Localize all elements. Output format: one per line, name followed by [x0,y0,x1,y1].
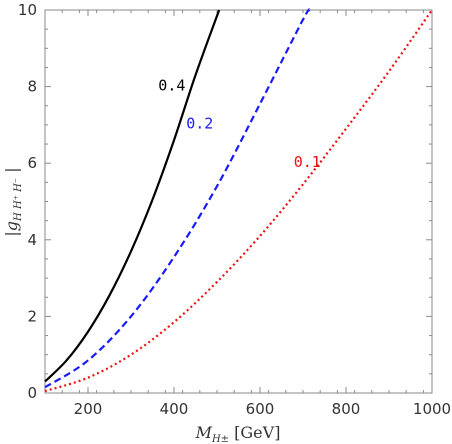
series-label-0.1: 0.1 [294,153,321,171]
y-axis-title: |gH H⁺ H⁻ | [2,167,24,236]
x-tick-label: 800 [332,400,361,418]
x-tick-label: 200 [74,400,103,418]
series-label-0.4: 0.4 [158,76,185,94]
series-label-0.2: 0.2 [186,115,213,133]
y-tick-label: 4 [27,231,37,249]
series-line-0.1 [44,9,433,393]
y-tick-label: 8 [27,78,37,96]
series-lines [44,8,433,393]
series-line-0.2 [44,8,311,389]
ticks [45,9,433,394]
x-axis-title: MH± [GeV] [195,423,281,444]
y-tick-label: 6 [27,154,37,172]
series-labels: 0.4 0.2 0.1 [158,76,321,171]
series-line-0.4 [44,9,221,383]
y-tick-label: 0 [27,384,37,402]
y-tick-label: 10 [18,1,37,19]
y-tick-label: 2 [27,307,37,325]
x-tick-label: 400 [160,400,189,418]
x-tick-label: 1000 [413,400,451,418]
tick-labels: 200 400 600 800 1000 0 2 4 6 8 10 [18,1,451,418]
plot-frame [44,9,433,394]
x-tick-label: 600 [246,400,275,418]
